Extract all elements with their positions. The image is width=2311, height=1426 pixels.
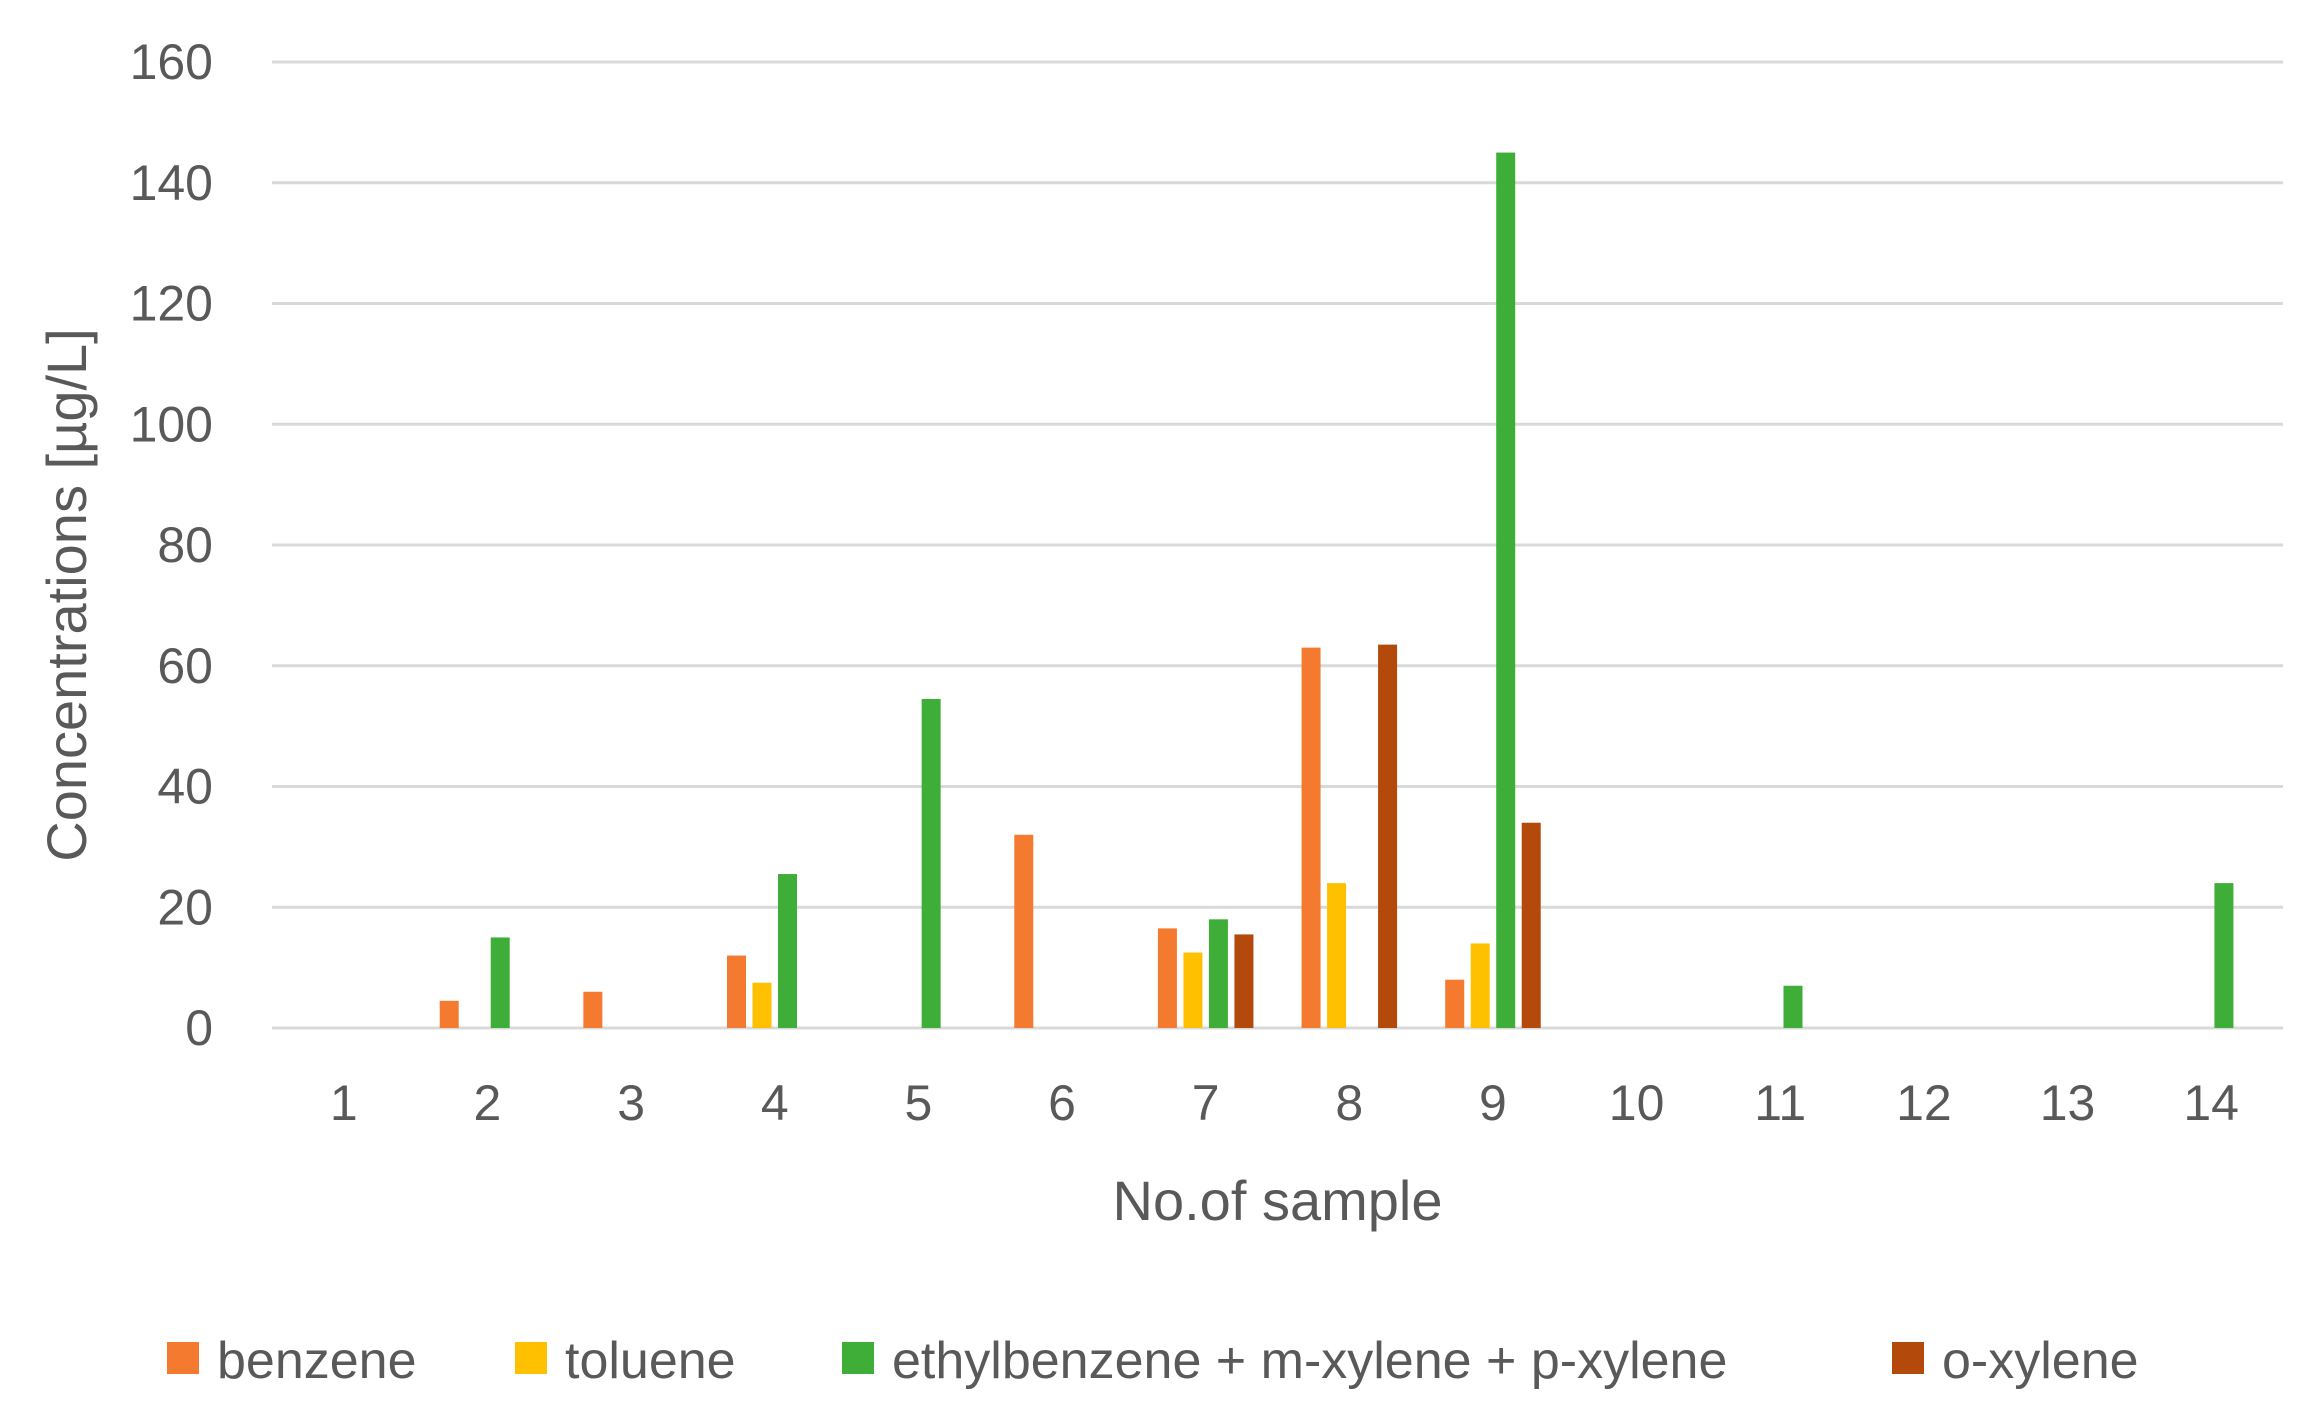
y-tick-label: 120 [130,276,213,332]
x-tick-label: 10 [1609,1075,1665,1131]
legend: benzene toluene ethylbenzene + m-xylene + … [167,1332,2139,1390]
legend-label: o-xylene [1942,1332,2139,1390]
bar-benzene-2 [439,1000,459,1028]
x-tick-label: 2 [474,1075,502,1131]
x-tick-label: 4 [761,1075,789,1131]
bar-o-xylene-7 [1234,934,1254,1028]
bar-benzene-7 [1157,928,1177,1028]
y-axis-title: Concentrations [µg/L] [35,328,98,861]
gridlines [272,60,2283,1030]
legend-label: toluene [565,1332,736,1390]
bar-benzene-4 [727,955,746,1028]
bars [439,152,2234,1028]
x-tick-label: 3 [617,1075,645,1131]
bar-ethylbenzene-m-xylene-p-xylene-5 [921,698,941,1028]
bar-benzene-8 [1301,647,1321,1028]
bar-ethylbenzene-m-xylene-p-xylene-7 [1208,919,1228,1028]
x-tick-label: 8 [1335,1075,1363,1131]
x-axis-ticks: 1 2 3 4 5 6 7 8 9 10 11 12 13 14 [330,1075,2239,1131]
x-tick-label: 13 [2040,1075,2096,1131]
bar-ethylbenzene-m-xylene-p-xylene-14 [2214,883,2234,1028]
bar-toluene-4 [752,982,772,1028]
bar-ethylbenzene-m-xylene-p-xylene-2 [490,937,510,1028]
y-axis-ticks: 0 20 40 60 80 100 120 140 160 [130,34,213,1056]
x-axis-title: No.of sample [1113,1169,1443,1232]
y-tick-label: 40 [157,759,213,815]
bar-o-xylene-9 [1521,822,1541,1028]
legend-swatch [1892,1342,1924,1374]
x-tick-label: 14 [2183,1075,2239,1131]
bar-ethylbenzene-m-xylene-p-xylene-11 [1783,985,1803,1028]
x-tick-label: 9 [1479,1075,1507,1131]
legend-label: ethylbenzene + m-xylene + p-xylene [892,1332,1727,1390]
bar-o-xylene-8 [1378,644,1398,1028]
bar-ethylbenzene-m-xylene-p-xylene-9 [1496,152,1516,1028]
y-tick-label: 0 [185,1000,213,1056]
x-tick-label: 1 [330,1075,358,1131]
x-tick-label: 7 [1192,1075,1220,1131]
y-tick-label: 60 [157,638,213,694]
bar-benzene-3 [583,991,603,1028]
legend-swatch [515,1342,547,1374]
y-tick-label: 140 [130,155,213,211]
x-tick-label: 12 [1896,1075,1952,1131]
y-tick-label: 80 [157,517,213,573]
bar-toluene-9 [1470,943,1490,1028]
legend-label: benzene [217,1332,417,1390]
x-tick-label: 11 [1754,1075,1806,1131]
x-tick-label: 5 [904,1075,932,1131]
bar-benzene-9 [1445,979,1465,1028]
bar-ethylbenzene-m-xylene-p-xylene-4 [778,874,797,1028]
bar-toluene-8 [1327,883,1347,1028]
legend-swatch [167,1342,199,1374]
legend-swatch [842,1342,874,1374]
y-tick-label: 20 [157,879,213,935]
bar-benzene-6 [1014,834,1034,1028]
bar-toluene-7 [1183,952,1203,1028]
x-tick-label: 6 [1048,1075,1076,1131]
y-tick-label: 100 [130,396,213,452]
y-tick-label: 160 [130,34,213,90]
